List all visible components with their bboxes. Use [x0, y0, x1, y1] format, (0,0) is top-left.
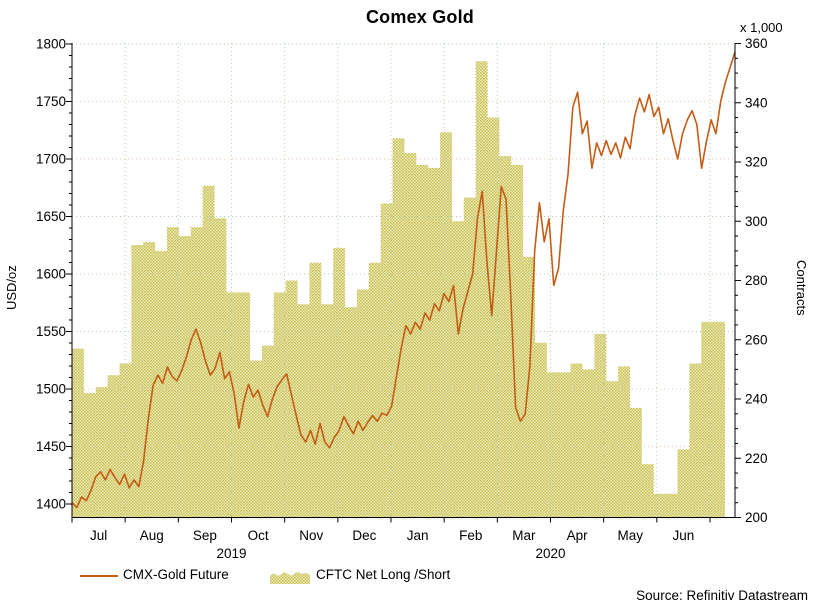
left-tick-label: 1400	[36, 497, 66, 512]
x-month-label: May	[617, 528, 643, 543]
left-tick-label: 1800	[36, 37, 66, 52]
cftc-area-series	[72, 61, 725, 518]
x-month-label: Feb	[459, 528, 482, 543]
right-axis-title: Contracts	[794, 260, 809, 316]
x-month-label: Mar	[512, 528, 536, 543]
x-axis-labels: Jul Aug Sep Oct Nov Dec Jan Feb Mar Apr May Jun 2019…	[90, 528, 694, 560]
x-month-label: Nov	[299, 528, 323, 543]
x-month-label: Sep	[193, 528, 217, 543]
right-tick-label: 240	[745, 392, 768, 407]
cmx-gold-future-line	[71, 51, 736, 509]
gridlines	[72, 43, 735, 518]
area-series-swatch	[270, 572, 310, 584]
x-year-label: 2020	[535, 546, 565, 560]
legend: CMX-Gold Future CFTC Net Long /Short	[0, 565, 813, 587]
x-month-label: Jul	[90, 528, 107, 543]
x-month-label: Dec	[352, 528, 376, 543]
right-tick-label: 300	[745, 214, 768, 229]
x-year-label: 2019	[216, 546, 246, 560]
right-tick-label: 200	[745, 510, 768, 525]
right-tick-label: 280	[745, 273, 768, 288]
x-month-label: Jun	[673, 528, 695, 543]
x-month-label: Aug	[140, 528, 164, 543]
right-tick-label: 320	[745, 155, 768, 170]
x-month-label: Oct	[248, 528, 269, 543]
left-tick-label: 1700	[36, 152, 66, 167]
legend-area-label: CFTC Net Long /Short	[316, 567, 451, 582]
left-tick-label: 1550	[36, 324, 66, 339]
left-tick-label: 1600	[36, 267, 66, 282]
left-axis-tick-labels: 1400 1450 1500 1550 1600 1650 1700 1750 1800	[36, 37, 66, 512]
right-tick-label: 360	[745, 36, 768, 51]
x-month-label: Jan	[407, 528, 429, 543]
chart-title: Comex Gold	[365, 7, 474, 27]
right-axis-unit-label: x 1,000	[740, 20, 783, 35]
left-tick-label: 1650	[36, 209, 66, 224]
cftc-net-long-area	[72, 61, 725, 518]
left-tick-label: 1450	[36, 439, 66, 454]
legend-line-label: CMX-Gold Future	[123, 567, 229, 582]
right-axis-tick-labels: 200 220 240 260 280 300 320 340 360	[745, 36, 768, 525]
plot-area: Jul Aug Sep Oct Nov Dec Jan Feb Mar Apr May Jun 2019…	[36, 36, 768, 560]
x-month-label: Apr	[567, 528, 589, 543]
right-tick-label: 260	[745, 332, 768, 347]
left-tick-label: 1500	[36, 382, 66, 397]
line-series-swatch	[80, 575, 118, 577]
right-tick-label: 340	[745, 95, 768, 110]
source-note: Source: Refinitiv Datastream	[636, 588, 808, 603]
gold-line-series	[71, 51, 736, 509]
left-tick-label: 1750	[36, 94, 66, 109]
right-tick-label: 220	[745, 451, 768, 466]
axes	[66, 43, 741, 523]
